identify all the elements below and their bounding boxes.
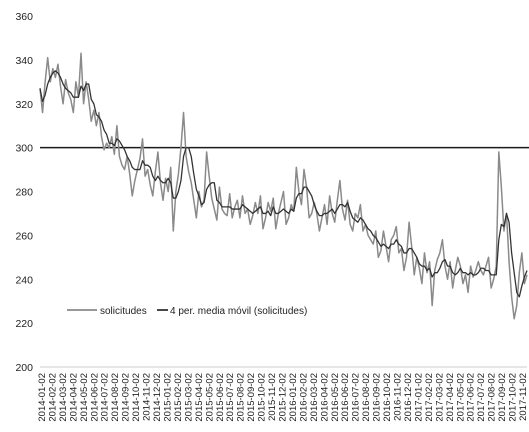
- x-tick-label: 2014-09-02: [121, 373, 132, 422]
- x-tick-label: 2014-03-02: [58, 373, 69, 422]
- x-tick-label: 2016-07-02: [351, 373, 362, 422]
- legend: solicitudes 4 per. media móvil (solicitu…: [67, 306, 307, 317]
- x-tick-label: 2015-01-02: [162, 373, 173, 422]
- x-tick-label: 2017-02-02: [424, 373, 435, 422]
- series-line-solicitudes: [39, 52, 528, 320]
- x-tick-label: 2016-02-02: [298, 373, 309, 422]
- x-tick-label: 2017-08-02: [487, 373, 498, 422]
- x-tick-label: 2017-09-02: [497, 373, 508, 422]
- x-tick-label: 2017-05-02: [455, 373, 466, 422]
- y-tick-label: 240: [15, 274, 33, 286]
- y-tick-label: 300: [15, 143, 33, 155]
- legend-label-moving-average: 4 per. media móvil (solicitudes): [170, 306, 307, 317]
- x-tick-label: 2015-10-02: [257, 373, 268, 422]
- x-tick-label: 2014-06-02: [89, 373, 100, 422]
- x-tick-label: 2014-10-02: [131, 373, 142, 422]
- x-tick-label: 2014-04-02: [68, 373, 79, 422]
- x-tick-label: 2017-10-02: [508, 373, 519, 422]
- x-tick-label: 2016-04-02: [319, 373, 330, 422]
- x-tick-label: 2015-04-02: [194, 373, 205, 422]
- y-tick-label: 340: [15, 55, 33, 67]
- legend-label-solicitudes: solicitudes: [100, 306, 147, 317]
- x-axis-ticks: 2014-01-02 2014-02-02 2014-03-02 2014-04-02…: [37, 373, 529, 422]
- y-tick-label: 260: [15, 230, 33, 242]
- series-layer: [39, 52, 528, 320]
- x-tick-label: 2017-01-02: [413, 373, 424, 422]
- x-tick-label: 2014-07-02: [100, 373, 111, 422]
- x-tick-label: 2014-05-02: [79, 373, 90, 422]
- x-tick-label: 2017-06-02: [466, 373, 477, 422]
- x-tick-label: 2017-11-02: [518, 373, 529, 421]
- y-tick-label: 320: [15, 99, 33, 111]
- y-axis-ticks: 200 220 240 260 280 300 320 340 360: [15, 11, 33, 374]
- y-tick-label: 220: [15, 318, 33, 330]
- y-tick-label: 200: [15, 362, 33, 374]
- x-tick-label: 2016-10-02: [382, 373, 393, 422]
- x-tick-label: 2016-06-02: [340, 373, 351, 422]
- x-tick-label: 2014-01-02: [37, 373, 48, 422]
- x-tick-label: 2014-12-02: [152, 373, 163, 422]
- y-tick-label: 280: [15, 187, 33, 199]
- x-tick-label: 2015-11-02: [267, 373, 278, 421]
- x-tick-label: 2014-02-02: [47, 373, 58, 422]
- x-tick-label: 2014-08-02: [110, 373, 121, 422]
- y-tick-label: 360: [15, 11, 33, 23]
- x-tick-label: 2015-02-02: [173, 373, 184, 422]
- x-tick-label: 2015-08-02: [236, 373, 247, 422]
- x-tick-label: 2014-11-02: [142, 373, 153, 421]
- x-tick-label: 2017-03-02: [434, 373, 445, 422]
- x-tick-label: 2015-06-02: [215, 373, 226, 422]
- x-tick-label: 2015-07-02: [225, 373, 236, 422]
- x-tick-label: 2017-07-02: [476, 373, 487, 422]
- x-tick-label: 2016-08-02: [361, 373, 372, 422]
- x-tick-label: 2016-12-02: [403, 373, 414, 422]
- x-tick-label: 2017-04-02: [445, 373, 456, 422]
- x-tick-label: 2016-09-02: [372, 373, 383, 422]
- series-line-moving-average: [39, 70, 528, 298]
- x-tick-label: 2015-09-02: [246, 373, 257, 422]
- x-tick-label: 2016-01-02: [288, 373, 299, 422]
- x-tick-label: 2016-05-02: [330, 373, 341, 422]
- x-tick-label: 2015-03-02: [183, 373, 194, 422]
- x-tick-label: 2016-11-02: [393, 373, 404, 421]
- x-tick-label: 2016-03-02: [309, 373, 320, 422]
- x-tick-label: 2015-12-02: [278, 373, 289, 422]
- x-tick-label: 2015-05-02: [204, 373, 215, 422]
